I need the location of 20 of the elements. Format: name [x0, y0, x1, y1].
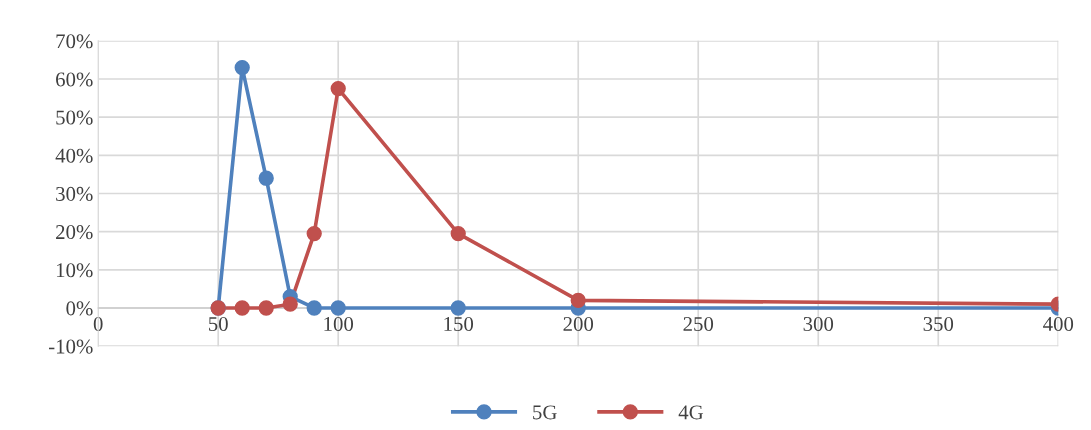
y-tick-label: 20% — [56, 225, 93, 240]
x-tick-label: 350 — [923, 316, 954, 331]
y-tick-label: 60% — [56, 72, 93, 87]
y-tick-label: 0% — [66, 301, 93, 316]
y-tick-label: 70% — [56, 34, 93, 49]
x-tick-label: 400 — [1043, 316, 1074, 331]
x-tick-label: 50 — [208, 316, 228, 331]
x-tick-label: 200 — [563, 316, 594, 331]
legend-label: 4G — [678, 405, 704, 420]
x-tick-label: 100 — [324, 316, 354, 331]
y-tick-label: 10% — [56, 263, 93, 278]
x-tick-label: 150 — [444, 316, 474, 331]
x-tick-label: 300 — [803, 316, 834, 331]
y-tick-label: 30% — [56, 186, 93, 201]
x-tick-label: 250 — [683, 316, 714, 331]
y-tick-label: 40% — [55, 148, 93, 163]
y-tick-label: 50% — [56, 110, 93, 125]
legend-label: 5G — [533, 405, 557, 420]
x-tick-label: 0 — [93, 316, 103, 331]
y-tick-label: -10% — [48, 339, 93, 354]
